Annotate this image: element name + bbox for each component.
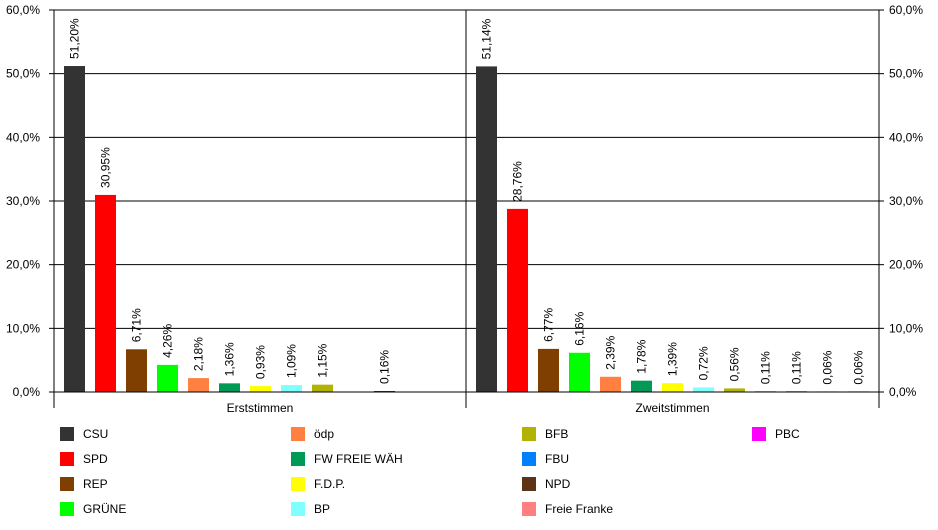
bar-spd bbox=[507, 208, 528, 392]
legend-item: Freie Franke bbox=[522, 501, 613, 517]
y-tick-label-left: 20,0% bbox=[6, 258, 40, 272]
data-label: 1,36% bbox=[223, 342, 237, 376]
data-label: 6,71% bbox=[130, 308, 144, 342]
data-label: 1,78% bbox=[635, 339, 649, 373]
data-label: 0,72% bbox=[697, 346, 711, 380]
data-label: 4,26% bbox=[161, 324, 175, 358]
legend-label: BP bbox=[314, 502, 331, 516]
y-tick-label-left: 40,0% bbox=[6, 130, 40, 144]
legend-label: FBU bbox=[545, 452, 569, 466]
legend-swatch bbox=[291, 502, 305, 516]
legend-label: NPD bbox=[545, 477, 571, 491]
legend-label: SPD bbox=[83, 452, 108, 466]
bar-grüne bbox=[569, 352, 590, 392]
x-category-label: Erststimmen bbox=[227, 401, 294, 415]
data-label: 0,06% bbox=[852, 350, 866, 384]
y-tick-label-right: 60,0% bbox=[889, 3, 923, 17]
data-label: 0,06% bbox=[821, 350, 835, 384]
legend-item: NPD bbox=[522, 476, 570, 492]
legend-swatch bbox=[522, 452, 536, 466]
legend-item: GRÜNE bbox=[60, 501, 126, 517]
legend-swatch bbox=[522, 502, 536, 516]
legend-label: REP bbox=[83, 477, 108, 491]
data-label: 0,16% bbox=[378, 350, 392, 384]
data-label: 0,11% bbox=[790, 351, 804, 384]
data-label: 6,77% bbox=[542, 308, 556, 342]
legend-label: ödp bbox=[314, 427, 335, 441]
data-label: 51,14% bbox=[480, 18, 494, 59]
data-label: 1,15% bbox=[316, 343, 330, 377]
legend-label: Freie Franke bbox=[545, 502, 614, 516]
bar-ödp bbox=[600, 376, 621, 392]
legend-swatch bbox=[291, 427, 305, 441]
bar-f-d-p- bbox=[662, 383, 683, 392]
legend-swatch bbox=[752, 427, 766, 441]
legend-label: PBC bbox=[775, 427, 800, 441]
bar-fw-freie-wäh bbox=[219, 383, 240, 392]
y-tick-label-right: 20,0% bbox=[889, 258, 923, 272]
legend-swatch bbox=[60, 477, 74, 491]
bar-rep bbox=[126, 349, 147, 392]
legend-item: F.D.P. bbox=[291, 476, 345, 492]
legend-swatch bbox=[522, 427, 536, 441]
legend-item: PBC bbox=[752, 426, 800, 442]
data-label: 0,93% bbox=[254, 345, 268, 379]
legend-item: ödp bbox=[291, 426, 334, 442]
data-label: 2,18% bbox=[192, 337, 206, 371]
data-label: 28,76% bbox=[511, 161, 525, 202]
legend-label: F.D.P. bbox=[314, 477, 346, 491]
legend-swatch bbox=[60, 452, 74, 466]
bar-spd bbox=[95, 194, 116, 392]
bar-grüne bbox=[157, 364, 178, 392]
legend-item: SPD bbox=[60, 451, 108, 467]
legend-swatch bbox=[60, 502, 74, 516]
y-tick-label-left: 60,0% bbox=[6, 3, 40, 17]
bar-npd bbox=[374, 390, 395, 392]
y-tick-label-right: 40,0% bbox=[889, 130, 923, 144]
bar-bp bbox=[693, 387, 714, 392]
bar-bp bbox=[281, 385, 302, 392]
legend-item: FW FREIE WÄH bbox=[291, 451, 403, 467]
legend-swatch bbox=[522, 477, 536, 491]
data-label: 1,39% bbox=[666, 342, 680, 376]
y-tick-label-right: 0,0% bbox=[889, 385, 917, 399]
bar-bfb bbox=[312, 384, 333, 392]
legend-item: REP bbox=[60, 476, 108, 492]
bar-bfb bbox=[724, 388, 745, 392]
x-category-label: Zweitstimmen bbox=[635, 401, 709, 415]
y-tick-label-left: 10,0% bbox=[6, 321, 40, 335]
bar-ödp bbox=[188, 378, 209, 392]
legend-swatch bbox=[291, 452, 305, 466]
y-tick-label-right: 50,0% bbox=[889, 67, 923, 81]
data-label: 0,56% bbox=[728, 347, 742, 381]
legend-item: CSU bbox=[60, 426, 108, 442]
data-label: 51,20% bbox=[68, 18, 82, 59]
legend-swatch bbox=[291, 477, 305, 491]
bar-fw-freie-wäh bbox=[631, 380, 652, 392]
data-label: 1,09% bbox=[285, 344, 299, 378]
legend-item: BP bbox=[291, 501, 330, 517]
data-label: 0,11% bbox=[759, 351, 773, 384]
bar-f-d-p- bbox=[250, 386, 271, 392]
legend-swatch bbox=[60, 427, 74, 441]
data-label: 2,39% bbox=[604, 335, 618, 369]
legend-label: CSU bbox=[83, 427, 109, 441]
legend-label: BFB bbox=[545, 427, 569, 441]
legend-label: FW FREIE WÄH bbox=[314, 452, 403, 466]
y-tick-label-left: 30,0% bbox=[6, 194, 40, 208]
bar-rep bbox=[538, 348, 559, 392]
y-tick-label-left: 50,0% bbox=[6, 67, 40, 81]
y-tick-label-right: 30,0% bbox=[889, 194, 923, 208]
legend-item: BFB bbox=[522, 426, 568, 442]
y-tick-label-left: 0,0% bbox=[13, 385, 41, 399]
bar-csu bbox=[476, 66, 497, 393]
data-label: 30,95% bbox=[99, 147, 113, 188]
legend-item: FBU bbox=[522, 451, 569, 467]
data-label: 6,16% bbox=[573, 311, 587, 345]
legend-label: GRÜNE bbox=[83, 502, 127, 516]
y-tick-label-right: 10,0% bbox=[889, 321, 923, 335]
bar-csu bbox=[64, 66, 85, 392]
